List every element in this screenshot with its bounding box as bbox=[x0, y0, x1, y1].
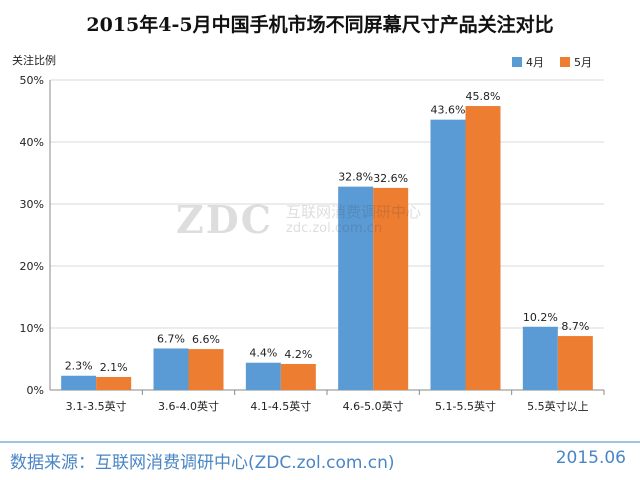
data-label: 32.8% bbox=[338, 171, 373, 184]
data-label: 10.2% bbox=[523, 311, 558, 324]
bar-may bbox=[465, 106, 501, 390]
y-axis-title: 关注比例 bbox=[12, 54, 56, 67]
y-tick-label: 50% bbox=[20, 74, 44, 87]
bar-april bbox=[61, 375, 97, 390]
data-label-layer: 2.3% 2.1% 6.7% 6.6% 4.4% 4.2% 32.8% 32.6% 43.6%4… bbox=[65, 90, 590, 374]
bar-april bbox=[153, 348, 189, 390]
data-label: 2.3% bbox=[65, 360, 93, 373]
x-tick-label: 3.1-3.5英寸 bbox=[66, 399, 127, 413]
y-tick-label: 0% bbox=[27, 384, 44, 397]
bar-april bbox=[338, 186, 374, 390]
data-label: 45.8% bbox=[466, 90, 501, 103]
bar-may bbox=[188, 349, 224, 390]
x-tick-label: 5.5英寸以上 bbox=[527, 399, 589, 413]
bar-may bbox=[373, 187, 409, 390]
legend-item-april: 4月 bbox=[512, 54, 544, 70]
bar-may bbox=[280, 363, 316, 390]
x-tick-label: 4.6-5.0英寸 bbox=[343, 399, 404, 413]
legend-item-may: 5月 bbox=[560, 54, 592, 70]
footer-source: 数据来源：互联网消费调研中心(ZDC.zol.com.cn) bbox=[10, 453, 395, 473]
legend-swatch-may bbox=[560, 57, 570, 67]
y-tick-label: 20% bbox=[20, 260, 44, 273]
y-tick-label: 30% bbox=[20, 198, 44, 211]
x-tick-label: 5.1-5.5英寸 bbox=[435, 399, 496, 413]
legend-swatch-april bbox=[512, 57, 522, 67]
data-label: 4.4% bbox=[249, 347, 277, 360]
x-tick-label: 3.6-4.0英寸 bbox=[158, 399, 219, 413]
data-label: 6.7% bbox=[157, 332, 185, 345]
x-tick-label: 4.1-4.5英寸 bbox=[250, 399, 311, 413]
legend-label-april: 4月 bbox=[526, 56, 544, 69]
bar-may bbox=[96, 376, 132, 390]
footer: 数据来源：互联网消费调研中心(ZDC.zol.com.cn) 2015.06 bbox=[0, 446, 640, 480]
grid-layer bbox=[50, 79, 604, 391]
footer-date: 2015.06 bbox=[555, 448, 626, 468]
legend-label-may: 5月 bbox=[574, 56, 592, 69]
bar-april bbox=[430, 119, 466, 391]
y-tick-label: 40% bbox=[20, 136, 44, 149]
footer-divider bbox=[0, 441, 640, 443]
bar-layer bbox=[61, 106, 593, 391]
y-tick-label: 10% bbox=[20, 322, 44, 335]
bar-may bbox=[557, 336, 593, 390]
axis-layer: 0% 10% 20% 30% 40% 50% 3.1-3.5英寸 3.6-4.0英寸 4.1-4… bbox=[20, 74, 605, 413]
data-label: 8.7% bbox=[561, 320, 589, 333]
bar-april bbox=[245, 362, 281, 390]
bar-april bbox=[522, 326, 558, 390]
data-label: 2.1% bbox=[100, 361, 128, 374]
legend: 4月 5月 bbox=[512, 54, 592, 70]
data-label: 43.6% bbox=[431, 104, 466, 117]
chart-title: 2015年4-5月中国手机市场不同屏幕尺寸产品关注对比 bbox=[86, 14, 554, 36]
data-label: 4.2% bbox=[284, 348, 312, 361]
data-label: 6.6% bbox=[192, 333, 220, 346]
data-label: 32.6% bbox=[373, 172, 408, 185]
bar-chart: 2.3% 2.1%6.7% 6.6%4.4% 4.2%32.8% 32.6%43.6%4… bbox=[20, 74, 605, 413]
